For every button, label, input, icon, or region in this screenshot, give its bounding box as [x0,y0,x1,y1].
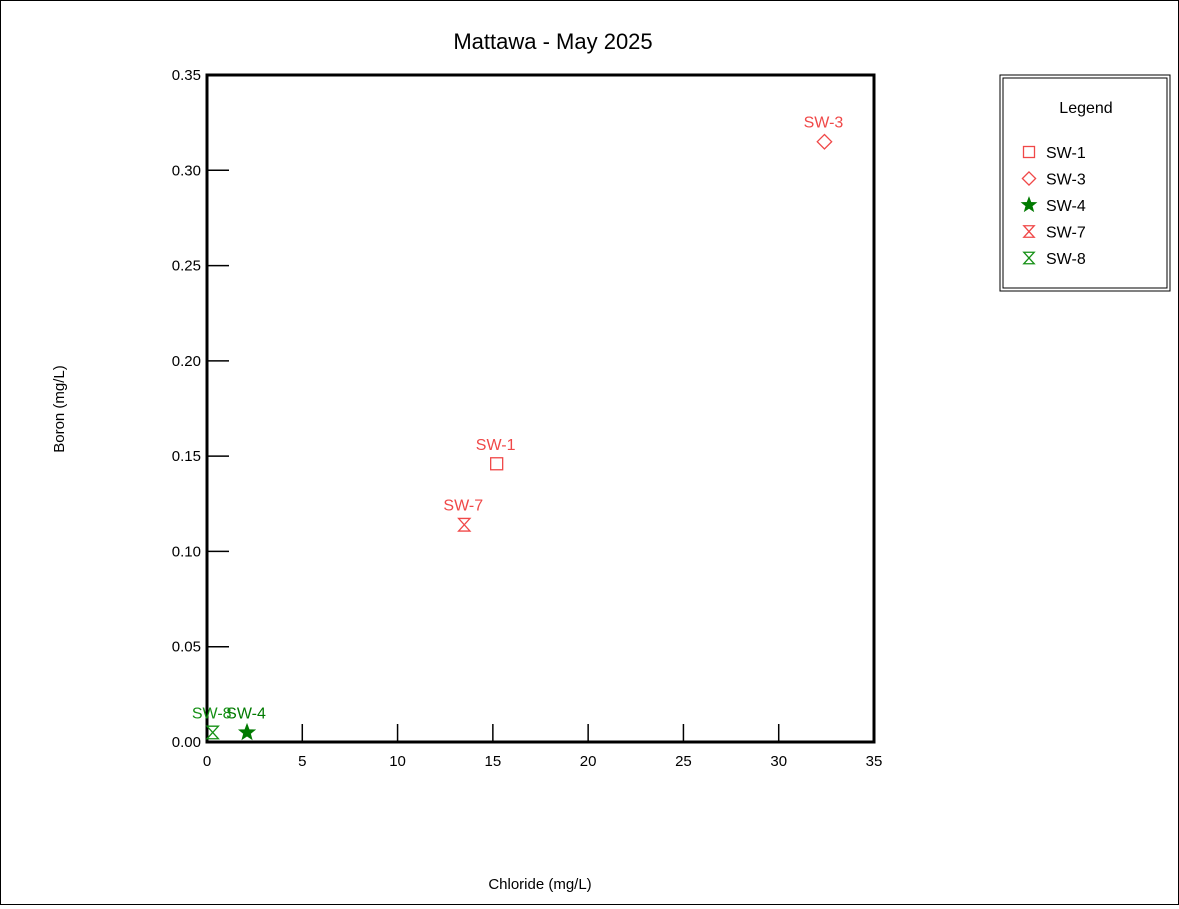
legend-label-sw-1: SW-1 [1046,145,1086,162]
legend-label-sw-4: SW-4 [1046,198,1086,215]
data-points: SW-1 SW-3 SW-4 SW-7 SW-8 [192,115,844,741]
x-tick-label-0: 0 [203,753,211,770]
y-tick-label-0.10: 0.10 [172,543,201,560]
chart-title: Mattawa - May 2025 [453,29,652,54]
x-axis-label: Chloride (mg/L) [488,876,591,893]
y-tick-label-0.00: 0.00 [172,734,201,751]
x-tick-label-25: 25 [675,753,692,770]
y-tick-label-0.20: 0.20 [172,353,201,370]
legend-items: SW-1 SW-3 SW-4 SW-7 SW-8 [1020,145,1086,268]
y-tick-label-0.35: 0.35 [172,67,201,84]
point-label-sw-8: SW-8 [192,705,232,722]
point-sw-7 [457,517,472,532]
legend-label-sw-3: SW-3 [1046,172,1086,189]
legend-title: Legend [1059,100,1112,117]
y-tick-label-0.15: 0.15 [172,448,201,465]
legend-marker-sw-3 [1021,170,1037,187]
y-axis-label: Boron (mg/L) [51,365,68,453]
point-label-sw-3: SW-3 [804,115,844,132]
point-sw-1 [490,457,504,471]
x-tick-label-15: 15 [485,753,502,770]
legend-border-outer [999,74,1171,292]
legend-marker-sw-4 [1020,196,1038,213]
legend-label-sw-7: SW-7 [1046,225,1086,242]
x-tick-label-5: 5 [298,753,306,770]
x-tick-label-10: 10 [389,753,406,770]
axis-ticks: 0 5 10 15 20 25 30 35 0.00 0.05 0.10 0.15 0.20 0.25 0.… [172,67,883,770]
y-tick-label-0.25: 0.25 [172,258,201,275]
legend-border-inner [1002,77,1168,289]
x-tick-label-30: 30 [770,753,787,770]
point-sw-4 [237,722,257,741]
point-sw-3 [816,133,833,150]
x-tick-label-35: 35 [866,753,883,770]
y-tick-label-0.30: 0.30 [172,162,201,179]
x-tick-label-20: 20 [580,753,597,770]
point-label-sw-7: SW-7 [443,498,483,515]
point-sw-8 [205,725,220,740]
plot-area [205,73,876,744]
y-tick-label-0.05: 0.05 [172,639,201,656]
point-label-sw-1: SW-1 [476,437,516,454]
legend: Legend SW-1 SW-3 SW-4 SW-7 SW-8 [999,74,1171,292]
legend-marker-sw-7 [1022,225,1036,238]
legend-marker-sw-1 [1022,145,1036,159]
legend-label-sw-8: SW-8 [1046,251,1086,268]
point-label-sw-4: SW-4 [226,705,266,722]
legend-marker-sw-8 [1022,251,1036,265]
